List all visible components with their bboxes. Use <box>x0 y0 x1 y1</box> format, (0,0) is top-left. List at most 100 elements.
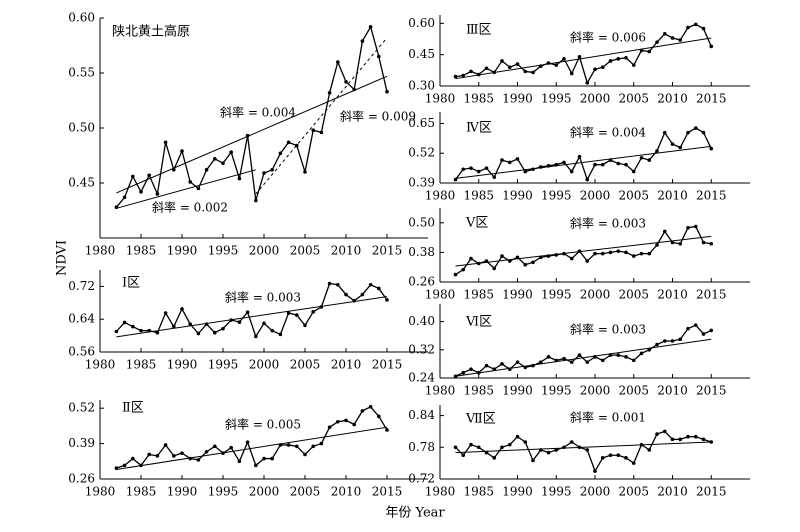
data-point <box>368 282 373 287</box>
x-tick-label: 1995 <box>208 244 239 258</box>
data-point <box>616 453 621 458</box>
data-point <box>139 190 143 194</box>
data-point <box>523 69 528 74</box>
data-point <box>647 348 652 352</box>
x-tick-label: 2005 <box>618 92 649 106</box>
data-point <box>254 198 258 203</box>
data-point <box>492 70 497 75</box>
data-point <box>616 249 621 253</box>
x-tick-label: 2000 <box>580 288 611 302</box>
data-point <box>593 469 597 473</box>
x-tick-label: 1985 <box>126 485 157 499</box>
data-point <box>678 241 683 246</box>
slope-label: 斜率 = 0.006 <box>570 30 646 45</box>
data-point <box>693 224 698 229</box>
panel-title: Ⅶ区 <box>465 412 496 427</box>
data-point <box>270 328 275 333</box>
x-tick-label: 2015 <box>696 189 727 203</box>
data-point <box>515 360 520 364</box>
x-tick-label: 2010 <box>331 485 362 499</box>
x-tick-label: 1990 <box>167 358 198 372</box>
data-point <box>538 448 543 452</box>
data-point <box>352 422 357 427</box>
data-point <box>213 330 217 335</box>
data-point <box>254 463 258 468</box>
data-point <box>453 177 458 182</box>
slope-label: 斜率 = 0.009 <box>340 109 416 124</box>
data-point <box>204 322 209 326</box>
data-point <box>585 448 590 452</box>
data-point <box>484 166 489 170</box>
data-point <box>295 143 299 148</box>
data-point <box>262 456 266 461</box>
x-tick-label: 2015 <box>696 288 727 302</box>
data-point <box>562 160 566 165</box>
slope-label: 斜率 = 0.004 <box>570 125 646 140</box>
data-point <box>327 91 332 95</box>
data-point <box>647 448 652 452</box>
data-point <box>538 64 543 68</box>
data-point <box>245 440 250 445</box>
data-point <box>500 158 504 162</box>
data-point <box>303 323 307 328</box>
data-point <box>709 328 714 333</box>
x-tick-label: 2010 <box>657 485 688 499</box>
data-point <box>122 463 127 468</box>
data-point <box>538 255 543 260</box>
y-tick-label: 0.78 <box>408 440 435 454</box>
x-tick-label: 1995 <box>541 92 572 106</box>
data-point <box>352 298 357 303</box>
data-point <box>531 167 535 172</box>
data-point <box>245 310 250 315</box>
data-point <box>624 162 628 167</box>
data-point <box>686 225 690 230</box>
x-tick-label: 2010 <box>331 244 362 258</box>
data-point <box>311 310 316 314</box>
y-tick-label: 0.56 <box>68 345 95 359</box>
data-point <box>616 57 621 61</box>
data-point <box>523 440 528 444</box>
data-point <box>593 355 597 359</box>
data-point <box>155 454 160 458</box>
data-point <box>213 157 217 161</box>
x-tick-label: 1995 <box>541 384 572 398</box>
data-point <box>147 452 151 457</box>
data-point <box>461 370 466 375</box>
data-point <box>531 260 535 265</box>
data-point <box>484 450 489 455</box>
data-point <box>237 320 242 324</box>
data-point <box>546 355 551 359</box>
data-point <box>476 370 481 375</box>
data-point <box>655 149 659 153</box>
data-point <box>631 254 636 258</box>
data-point <box>639 251 644 256</box>
data-point <box>270 456 275 461</box>
data-point <box>523 262 528 267</box>
x-tick-label: 2015 <box>696 92 727 106</box>
y-tick-label: 0.60 <box>408 16 435 30</box>
data-point <box>531 458 535 463</box>
data-point <box>507 259 512 263</box>
y-tick-label: 0.84 <box>408 408 435 422</box>
data-point <box>196 458 201 462</box>
y-tick-label: 0.72 <box>408 472 435 486</box>
data-point <box>515 255 520 260</box>
x-tick-label: 1980 <box>425 92 456 106</box>
data-point <box>286 140 291 145</box>
data-point <box>655 342 659 347</box>
data-point <box>476 445 481 450</box>
data-point <box>624 355 628 359</box>
data-point <box>147 173 151 178</box>
data-point <box>593 162 597 167</box>
x-tick-label: 1990 <box>502 189 533 203</box>
data-point <box>593 67 597 72</box>
data-point <box>686 434 690 439</box>
data-point <box>319 441 324 446</box>
data-point <box>139 328 143 333</box>
data-point <box>196 186 201 191</box>
data-point <box>670 339 675 343</box>
x-axis-label: 年份 Year <box>385 506 445 521</box>
panel-title: Ⅲ区 <box>466 23 492 38</box>
data-point <box>295 444 299 449</box>
data-line <box>115 282 388 338</box>
